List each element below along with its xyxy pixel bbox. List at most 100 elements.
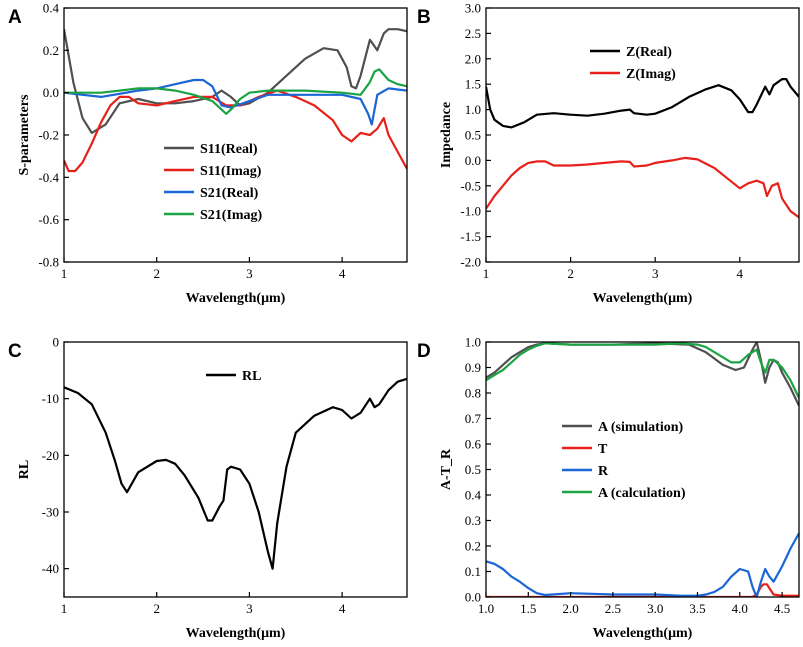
x-tick-label: 4 <box>339 266 346 281</box>
chart-panel-d: D 1.0 1.5 2.0 2.5 3.0 3.5 4.0 4.5 1.0 0.9 0.8 0.7 0.6… <box>417 335 800 641</box>
y-tick-label: -1.0 <box>460 204 481 219</box>
x-tick-label: 4.5 <box>774 601 790 616</box>
y-tick-label: 1.0 <box>465 102 481 117</box>
x-tick-label: 3 <box>246 601 253 616</box>
y-tick-label: -0.4 <box>38 170 59 185</box>
x-tick-label: 1.5 <box>520 601 536 616</box>
y-tick-label: 3.0 <box>465 1 481 16</box>
y-tick-label: 0.5 <box>465 462 481 477</box>
legend-label: A (simulation) <box>598 420 684 435</box>
panel-label: D <box>417 341 431 362</box>
y-tick-label: 0.5 <box>465 128 481 143</box>
y-tick-label: 0.0 <box>465 590 481 605</box>
x-tick-label: 1 <box>61 266 68 281</box>
series-line-t <box>486 583 799 597</box>
x-tick-label: 1.0 <box>478 601 494 616</box>
panel-label: B <box>417 7 431 28</box>
y-tick-label: 0.2 <box>465 539 481 554</box>
x-tick-label: 2 <box>567 266 574 281</box>
series-line-a-calculation <box>486 342 799 399</box>
series-line-a-simulation <box>486 342 799 407</box>
x-tick-label: 2.0 <box>562 601 578 616</box>
y-tick-label: -0.8 <box>38 255 59 270</box>
y-tick-label: 0.6 <box>465 437 482 452</box>
legend-label: RL <box>242 369 261 384</box>
series-line-z-real <box>486 77 799 129</box>
chart-panel-b: B 1 2 3 4 3.0 2.5 2.0 1.5 1.0 0.5 0.0 -0.5 -1.0 -1.5 -2… <box>417 1 800 306</box>
x-tick-label: 3.0 <box>647 601 663 616</box>
y-tick-label: 0.0 <box>43 85 59 100</box>
y-tick-label: 2.0 <box>465 51 481 66</box>
plot-frame <box>63 341 408 598</box>
legend: RL <box>206 369 261 384</box>
x-tick-label: 2.5 <box>605 601 621 616</box>
legend-label: S21(Imag) <box>200 208 263 223</box>
plot-frame <box>63 7 408 263</box>
y-axis-title: A-T_R <box>439 448 454 490</box>
series-line-r <box>486 532 799 597</box>
x-tick-label: 1 <box>483 266 490 281</box>
x-tick-label: 2 <box>153 601 160 616</box>
legend-label: R <box>598 464 609 479</box>
legend-label: S11(Real) <box>200 142 258 157</box>
x-axis-title: Wavelength(μm) <box>186 291 286 306</box>
x-tick-label: 4 <box>339 601 346 616</box>
y-tick-label: 1.0 <box>465 335 481 350</box>
y-axis-title: S-parameters <box>17 94 32 175</box>
series-group <box>486 342 799 597</box>
y-tick-label: 0 <box>53 335 60 350</box>
series-group <box>64 28 407 173</box>
panel-label: A <box>8 7 22 28</box>
x-tick-label: 3 <box>246 266 253 281</box>
legend: Z(Real) Z(Imag) <box>590 45 676 82</box>
y-tick-label: -40 <box>42 561 59 576</box>
y-tick-label: 1.5 <box>465 77 481 92</box>
x-tick-label: 2 <box>153 266 160 281</box>
series-group <box>486 77 799 219</box>
legend-label: Z(Real) <box>626 45 672 60</box>
y-tick-label: -30 <box>42 505 59 520</box>
y-tick-label: 0.7 <box>465 411 482 426</box>
y-tick-label: -0.6 <box>38 212 59 227</box>
x-axis-title: Wavelength(μm) <box>593 626 693 641</box>
legend-label: S21(Real) <box>200 186 259 201</box>
y-tick-label: -2.0 <box>460 255 481 270</box>
x-axis-title: Wavelength(μm) <box>593 291 693 306</box>
panel-label: C <box>8 341 22 362</box>
x-tick-label: 4.0 <box>732 601 748 616</box>
plot-frame <box>485 341 800 598</box>
y-tick-label: 0.9 <box>465 360 481 375</box>
series-line-rl <box>64 377 407 570</box>
y-axis-title: RL <box>17 460 32 479</box>
y-axis-title: Impedance <box>439 102 454 168</box>
chart-panel-c: C 1 2 3 4 0 -10 -20 -30 -40 Wavelength(μm) RL RL <box>8 335 408 641</box>
legend-label: Z(Imag) <box>626 67 676 82</box>
y-tick-label: -0.5 <box>460 178 481 193</box>
series-group <box>64 377 407 570</box>
y-tick-label: -20 <box>42 448 59 463</box>
y-tick-label: -1.5 <box>460 229 481 244</box>
series-line-z-imag <box>486 156 799 219</box>
chart-panel-a: A 1 2 3 4 0.4 0.2 0.0 -0.2 -0.4 -0.6 -0.8 Wavelength… <box>8 1 408 306</box>
x-tick-label: 3.5 <box>689 601 705 616</box>
y-tick-label: -10 <box>42 391 59 406</box>
x-axis-title: Wavelength(μm) <box>186 626 286 641</box>
series-line-s11-real <box>64 28 407 134</box>
legend-label: T <box>598 442 608 457</box>
x-tick-label: 3 <box>652 266 659 281</box>
y-tick-label: 0.2 <box>43 43 59 58</box>
y-tick-label: 0.0 <box>465 153 481 168</box>
y-tick-label: 2.5 <box>465 26 481 41</box>
legend-label: S11(Imag) <box>200 164 262 179</box>
x-tick-label: 4 <box>737 266 744 281</box>
legend-label: A (calculation) <box>598 486 686 501</box>
series-line-s21-imag <box>64 68 407 115</box>
y-tick-label: 0.8 <box>465 386 481 401</box>
y-tick-label: 0.4 <box>465 488 482 503</box>
y-tick-label: -0.2 <box>38 128 59 143</box>
x-tick-label: 1 <box>61 601 68 616</box>
y-tick-label: 0.1 <box>465 564 481 579</box>
y-tick-label: 0.4 <box>43 1 60 16</box>
legend: S11(Real) S11(Imag) S21(Real) S21(Imag) <box>164 142 263 223</box>
